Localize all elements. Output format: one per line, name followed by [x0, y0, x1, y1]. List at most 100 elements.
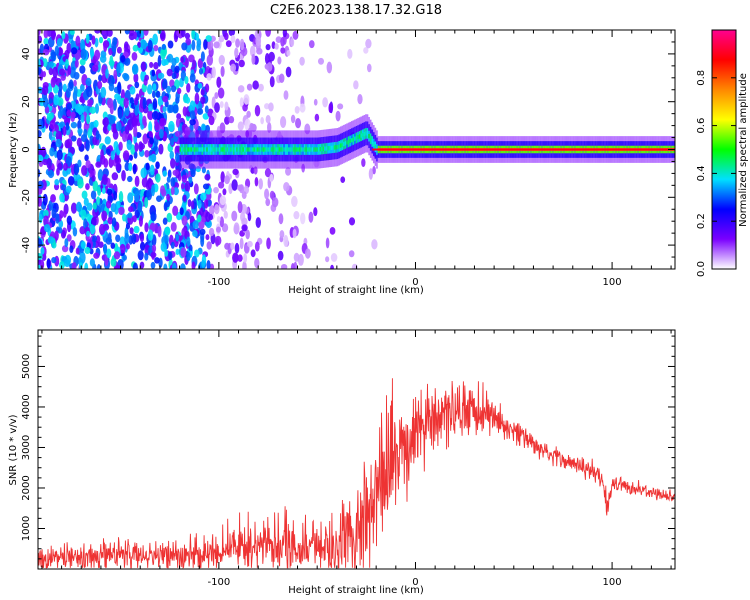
spectrogram-noise-cell: [120, 55, 126, 63]
spectrogram-signal-cell: [330, 145, 333, 151]
spectrogram-noise-cell: [69, 245, 74, 254]
spectrogram-noise-cell: [150, 251, 157, 259]
spectrogram-noise-cell: [150, 261, 156, 269]
spectrogram-noise-cell: [117, 108, 123, 120]
spectrogram-noise-cell: [108, 158, 115, 167]
spectrogram-noise-cell: [77, 120, 82, 130]
spectrogram-noise-cell: [50, 77, 56, 88]
spectrogram-noise-cell: [200, 96, 206, 105]
spectrogram-noise-cell: [38, 35, 43, 44]
spectrogram-noise-cell: [224, 32, 229, 41]
spectrogram-signal-cell: [258, 147, 260, 152]
spectrogram-noise-cell: [138, 215, 143, 227]
spectrogram-noise-cell: [251, 53, 256, 65]
spectrogram-noise-cell: [110, 242, 116, 249]
spectrogram-signal-cell: [338, 144, 341, 149]
spectrogram-noise-cell: [114, 93, 121, 100]
spectrogram-noise-cell: [279, 230, 285, 239]
spectrogram-noise-cell: [84, 246, 91, 255]
spectrogram-noise-cell: [84, 262, 89, 269]
spectrogram-signal-cell: [190, 147, 193, 152]
figure-title: C2E6.2023.138.17.32.G18: [270, 3, 442, 18]
spectrogram-noise-cell: [283, 234, 289, 247]
spectrogram-noise-cell: [149, 222, 156, 232]
spectrogram-noise-cell: [189, 110, 196, 120]
spectrogram-noise-cell: [200, 89, 205, 96]
spectrogram-noise-cell: [94, 49, 101, 61]
spectrogram-noise-cell: [115, 121, 122, 132]
spectrogram-noise-cell: [155, 161, 160, 170]
spectrogram-noise-cell: [66, 234, 72, 242]
spectrogram-signal-cell: [222, 147, 224, 152]
spectrogram-noise-cell: [278, 73, 285, 83]
spectrogram-noise-cell: [201, 123, 206, 132]
spectrogram-noise-cell: [245, 229, 250, 240]
spectrogram-noise-cell: [38, 30, 41, 36]
spectrogram-noise-cell: [299, 103, 306, 113]
spectrogram-noise-cell: [103, 158, 109, 169]
spectrogram-noise-cell: [149, 61, 154, 68]
spectrogram-noise-cell: [175, 117, 180, 128]
spectrogram-noise-cell: [160, 32, 166, 40]
spectrogram-noise-cell: [192, 59, 197, 69]
spectrogram-noise-cell: [103, 243, 108, 255]
spectrogram-noise-cell: [144, 222, 149, 233]
spectrogram-noise-cell: [102, 117, 109, 128]
spectrogram-noise-cell: [106, 248, 112, 259]
snr-x-tick-label: -100: [208, 577, 231, 588]
spectrogram-noise-cell: [131, 51, 138, 61]
spectrogram-noise-cell: [286, 50, 291, 57]
spectrogram-signal-cell: [305, 147, 307, 152]
spectrogram-noise-cell: [48, 97, 53, 104]
spectrogram-noise-cell: [113, 69, 118, 80]
spectrogram-noise-cell: [79, 65, 86, 74]
spectrogram-noise-cell: [98, 202, 102, 213]
spectrogram-noise-cell: [52, 66, 58, 79]
spectrogram-noise-cell: [348, 250, 355, 258]
spectrogram-signal-cell: [311, 147, 314, 152]
spectrogram-noise-cell: [224, 175, 230, 185]
spectrogram-noise-cell: [237, 254, 243, 262]
spectrogram-noise-cell: [184, 180, 191, 193]
spectrogram-noise-cell: [236, 184, 244, 192]
spectrogram-noise-cell: [244, 118, 251, 131]
spectrogram-noise-cell: [58, 219, 64, 229]
spectrogram-noise-cell: [138, 141, 144, 152]
spectrogram-noise-cell: [172, 104, 179, 114]
spectrogram-noise-cell: [179, 207, 184, 216]
spectrogram-noise-cell: [160, 185, 166, 195]
spectrogram-noise-cell: [111, 123, 118, 134]
spectrogram-noise-cell: [66, 215, 73, 225]
spectrogram-signal-cell: [302, 147, 304, 152]
spectrogram-noise-cell: [60, 74, 66, 81]
spectrogram-noise-cell: [113, 251, 121, 260]
spectrogram-noise-cell: [322, 97, 328, 108]
spectrogram-y-tick-label: 0: [21, 146, 32, 152]
spectrogram-noise-cell: [132, 262, 139, 269]
spectrogram-noise-cell: [127, 192, 134, 204]
spectrogram-noise-cell: [66, 185, 72, 193]
spectrogram-signal-cell: [292, 147, 295, 152]
spectrogram-noise-cell: [182, 93, 189, 104]
spectrogram-noise-cell: [242, 261, 247, 269]
spectrogram-signal-cell: [200, 147, 202, 152]
colorbar-tick-label: 0.8: [696, 70, 707, 86]
spectrogram-noise-cell: [53, 94, 60, 106]
spectrogram-noise-cell: [43, 30, 49, 39]
spectrogram-noise-cell: [38, 67, 42, 76]
spectrogram-noise-cell: [232, 168, 239, 176]
spectrogram-noise-cell: [107, 124, 112, 132]
spectrogram-noise-cell: [69, 30, 75, 36]
spectrogram-noise-cell: [94, 103, 99, 114]
spectrogram-noise-cell: [200, 236, 205, 247]
spectrogram-signal-cell: [234, 147, 237, 152]
spectrogram-noise-cell: [105, 148, 111, 155]
spectrogram-noise-cell: [123, 73, 130, 82]
spectrogram-noise-cell: [186, 82, 191, 93]
spectrogram-noise-cell: [146, 189, 153, 201]
spectrogram-noise-cell: [101, 187, 106, 194]
spectrogram-noise-cell: [293, 210, 300, 220]
spectrogram-noise-cell: [197, 108, 204, 115]
spectrogram-noise-cell: [101, 173, 108, 186]
spectrogram-noise-cell: [278, 213, 284, 225]
